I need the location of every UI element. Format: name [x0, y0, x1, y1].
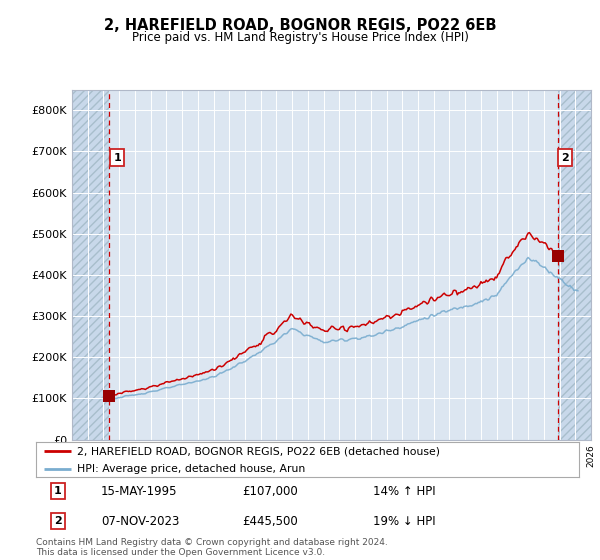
Text: 1: 1 [54, 486, 62, 496]
Text: £107,000: £107,000 [242, 485, 298, 498]
Text: 15-MAY-1995: 15-MAY-1995 [101, 485, 178, 498]
Text: Contains HM Land Registry data © Crown copyright and database right 2024.
This d: Contains HM Land Registry data © Crown c… [36, 538, 388, 557]
Text: 07-NOV-2023: 07-NOV-2023 [101, 515, 179, 528]
Text: 1: 1 [113, 152, 121, 162]
Text: 2, HAREFIELD ROAD, BOGNOR REGIS, PO22 6EB (detached house): 2, HAREFIELD ROAD, BOGNOR REGIS, PO22 6E… [77, 446, 440, 456]
Text: Price paid vs. HM Land Registry's House Price Index (HPI): Price paid vs. HM Land Registry's House … [131, 31, 469, 44]
Text: 2, HAREFIELD ROAD, BOGNOR REGIS, PO22 6EB: 2, HAREFIELD ROAD, BOGNOR REGIS, PO22 6E… [104, 18, 496, 33]
Text: 2: 2 [54, 516, 62, 526]
Text: HPI: Average price, detached house, Arun: HPI: Average price, detached house, Arun [77, 464, 305, 474]
Text: 19% ↓ HPI: 19% ↓ HPI [373, 515, 435, 528]
Text: £445,500: £445,500 [242, 515, 298, 528]
Text: 14% ↑ HPI: 14% ↑ HPI [373, 485, 435, 498]
Text: 2: 2 [562, 152, 569, 162]
Bar [72, 90, 109, 440]
Bar [557, 90, 591, 440]
